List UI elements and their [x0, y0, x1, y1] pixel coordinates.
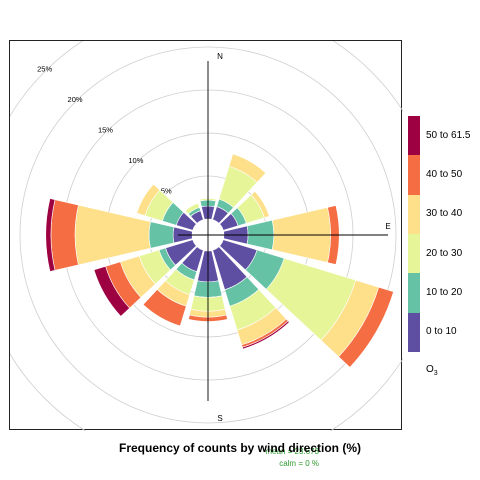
- grid-ring-label: 10%: [128, 156, 143, 165]
- wind-rose-chart: 5% 10% 15% 20% 25% N E S: [10, 41, 403, 431]
- legend-swatch: [408, 155, 420, 195]
- grid-ring-label: 15%: [98, 125, 113, 134]
- grid-ring-20: [19, 46, 397, 424]
- calm-stat: calm = 0 %: [279, 459, 319, 468]
- plot-frame: 5% 10% 15% 20% 25% N E S mean = 23.673 calm = …: [9, 40, 403, 468]
- legend-title: O3: [426, 364, 438, 377]
- grid-ring-label: 5%: [161, 186, 172, 195]
- bar-segment-dir150-bin5: [241, 320, 290, 350]
- legend-swatch: [408, 234, 420, 274]
- legend-swatch: [408, 116, 420, 156]
- mean-stat: mean = 23.673: [265, 447, 319, 456]
- bar-segment-dir270-bin5: [45, 198, 56, 272]
- legend-label: 0 to 10: [426, 326, 457, 338]
- bar-segment-dir270-bin4: [50, 199, 79, 271]
- legend-swatch: [408, 273, 420, 313]
- compass-label-east: E: [385, 222, 390, 231]
- bar-segment-dir30-bin3: [228, 153, 267, 183]
- legend-swatch: [408, 312, 420, 352]
- legend-label: 10 to 20: [426, 287, 463, 298]
- bar-segment-dir60-bin3: [250, 190, 270, 219]
- legend-label: 20 to 30: [426, 247, 463, 259]
- compass-label-south: S: [217, 414, 222, 423]
- grid-ring-label: 25%: [37, 65, 52, 74]
- legend-label: 30 to 40: [426, 208, 463, 220]
- legend-title-subscript: 3: [433, 370, 438, 377]
- bar-segment-dir120-bin4: [338, 286, 394, 368]
- bar-segment-dir270-bin1: [148, 221, 175, 249]
- legend-swatch: [408, 194, 420, 234]
- bar-segment-dir210-bin4: [142, 289, 187, 327]
- bars-layer: [45, 153, 394, 368]
- axes-layer: N E S: [178, 52, 391, 423]
- legend-label: 50 to 61.5: [426, 129, 471, 141]
- legend-color-bar: [408, 116, 420, 352]
- legend-title-main: O: [426, 364, 434, 375]
- grid-ring-label: 20%: [68, 95, 83, 104]
- bar-segment-dir300-bin3: [136, 183, 161, 217]
- bar-segment-dir240-bin5: [93, 265, 131, 317]
- bar-segment-dir330-bin2: [184, 202, 200, 215]
- legend-label: 40 to 50: [426, 169, 463, 180]
- chart-title: Frequency of counts by wind direction (%…: [118, 441, 361, 455]
- compass-label-north: N: [217, 52, 223, 61]
